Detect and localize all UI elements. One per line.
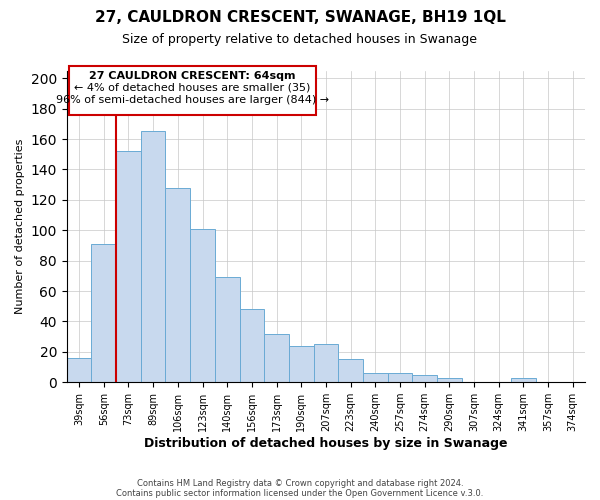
Bar	[388, 373, 412, 382]
Bar	[363, 373, 388, 382]
Bar	[190, 228, 215, 382]
Bar	[264, 334, 289, 382]
Bar	[437, 378, 461, 382]
Bar	[314, 344, 338, 382]
Bar	[215, 278, 239, 382]
Text: 27, CAULDRON CRESCENT, SWANAGE, BH19 1QL: 27, CAULDRON CRESCENT, SWANAGE, BH19 1QL	[95, 10, 505, 25]
Text: ← 4% of detached houses are smaller (35): ← 4% of detached houses are smaller (35)	[74, 83, 311, 93]
X-axis label: Distribution of detached houses by size in Swanage: Distribution of detached houses by size …	[144, 437, 508, 450]
Y-axis label: Number of detached properties: Number of detached properties	[15, 138, 25, 314]
Bar	[116, 151, 141, 382]
Bar	[67, 358, 91, 382]
FancyBboxPatch shape	[69, 66, 316, 114]
Bar	[141, 132, 166, 382]
Text: Contains public sector information licensed under the Open Government Licence v.: Contains public sector information licen…	[116, 488, 484, 498]
Bar	[338, 360, 363, 382]
Text: Contains HM Land Registry data © Crown copyright and database right 2024.: Contains HM Land Registry data © Crown c…	[137, 478, 463, 488]
Bar	[239, 310, 264, 382]
Text: Size of property relative to detached houses in Swanage: Size of property relative to detached ho…	[122, 32, 478, 46]
Text: 27 CAULDRON CRESCENT: 64sqm: 27 CAULDRON CRESCENT: 64sqm	[89, 70, 296, 81]
Bar	[412, 374, 437, 382]
Bar	[166, 188, 190, 382]
Bar	[289, 346, 314, 382]
Bar	[511, 378, 536, 382]
Bar	[91, 244, 116, 382]
Text: 96% of semi-detached houses are larger (844) →: 96% of semi-detached houses are larger (…	[56, 95, 329, 105]
